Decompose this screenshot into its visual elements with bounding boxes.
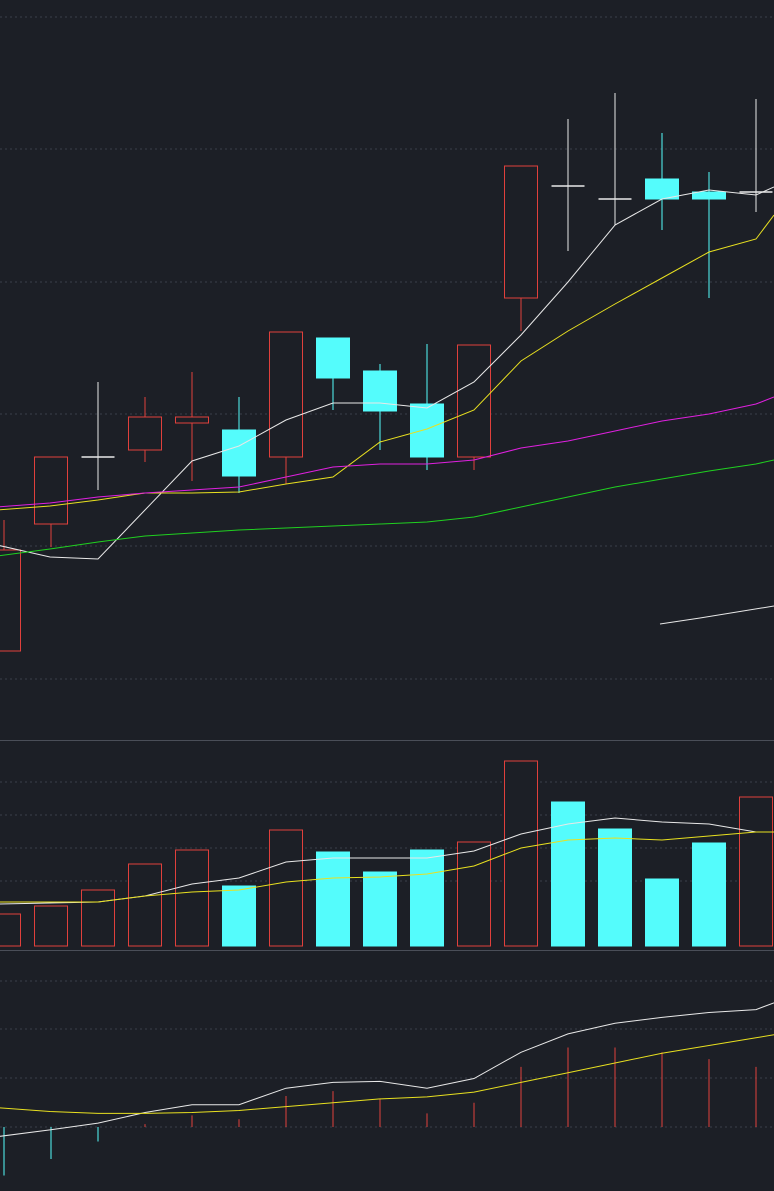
volume-bar-1: [34, 905, 68, 947]
volume-bar-11: [504, 760, 538, 947]
candle-3: [128, 397, 162, 462]
volume-bar-4: [175, 849, 209, 947]
candle-13: [598, 93, 632, 225]
candle-16: [739, 99, 773, 212]
candle-2: [81, 382, 115, 490]
volume-bar-10: [457, 841, 491, 947]
candle-body-14: [645, 178, 679, 200]
candle-1: [34, 456, 68, 547]
candle-body-9: [410, 403, 444, 458]
volume-bar-9: [410, 849, 444, 947]
volume-panel[interactable]: [0, 760, 774, 947]
candle-9: [410, 344, 444, 470]
candle-body-4: [175, 416, 209, 424]
volume-bar-8: [363, 871, 397, 947]
candle-5: [222, 397, 256, 493]
candle-body-1: [34, 456, 68, 525]
candle-8: [363, 364, 397, 450]
candle-body-15: [692, 191, 726, 200]
volume-bar-0: [0, 913, 21, 947]
candle-body-10: [457, 344, 491, 458]
candle-15: [692, 172, 726, 298]
candle-body-0: [0, 549, 21, 652]
price-ma-line-2: [0, 396, 774, 508]
volume-bar-6: [269, 829, 303, 947]
candle-body-8: [363, 370, 397, 412]
candle-14: [645, 133, 679, 230]
indicator-line-0: [0, 1002, 774, 1137]
volume-bar-7: [316, 851, 350, 947]
volume-bar-15: [692, 842, 726, 947]
price-ma-line-0: [0, 186, 774, 560]
volume-bar-3: [128, 863, 162, 947]
indicator-panel[interactable]: [0, 1002, 774, 1176]
candle-body-11: [504, 165, 538, 299]
price-panel[interactable]: [0, 93, 774, 652]
volume-bar-14: [645, 878, 679, 947]
candle-6: [269, 331, 303, 484]
candle-10: [457, 344, 491, 470]
candle-12: [551, 119, 585, 251]
candle-7: [316, 337, 350, 410]
volume-bar-2: [81, 889, 115, 947]
volume-ma-line-1: [0, 831, 774, 903]
candle-body-6: [269, 331, 303, 458]
candle-11: [504, 165, 538, 331]
indicator-line-1: [0, 1034, 774, 1114]
volume-bar-16: [739, 796, 773, 947]
candle-0: [0, 520, 21, 652]
candle-body-7: [316, 337, 350, 379]
price-ma-line-1: [0, 214, 774, 511]
candle-4: [175, 372, 209, 481]
price-ma-line-3: [0, 459, 774, 557]
candle-body-5: [222, 429, 256, 477]
candle-body-3: [128, 416, 162, 451]
volume-bar-13: [598, 828, 632, 947]
volume-bar-5: [222, 885, 256, 947]
price-ma-line-4: [659, 605, 774, 625]
